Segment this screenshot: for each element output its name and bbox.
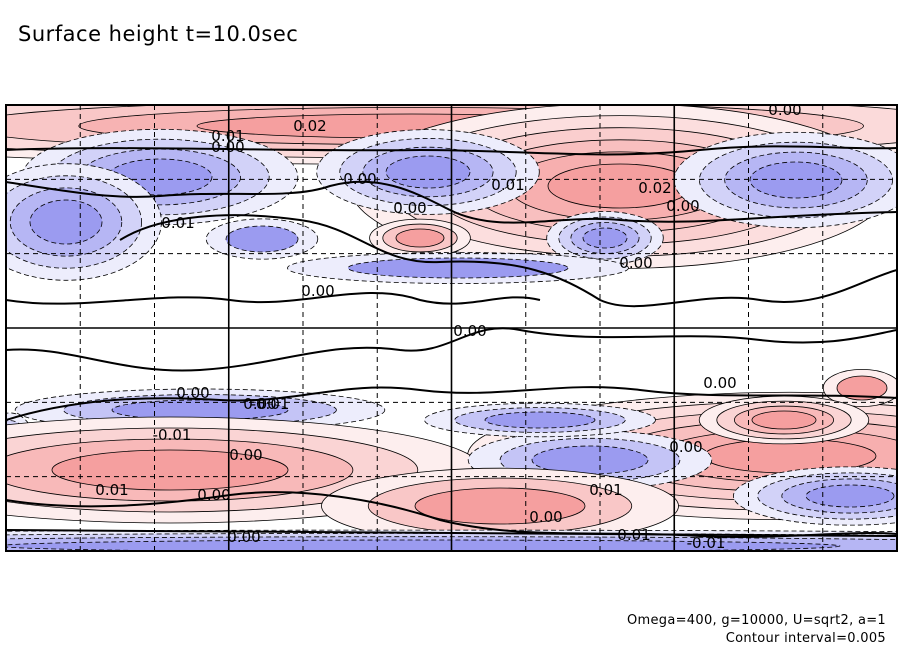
- contour-label: 0.00: [211, 138, 244, 156]
- contour-label: 0.00: [393, 199, 426, 217]
- negative-anomaly: [733, 466, 897, 526]
- negative-anomaly: [205, 218, 319, 260]
- contour-level: [395, 228, 445, 248]
- negative-anomaly: [287, 252, 629, 284]
- contour-label: 0.00: [703, 374, 736, 392]
- contour-label: 0.00: [176, 384, 209, 402]
- zero-contour-line: [6, 291, 541, 305]
- positive-anomaly: [369, 218, 471, 258]
- contour-label: 0.01: [617, 526, 650, 544]
- contour-label: -0.01: [153, 426, 192, 444]
- contour-level: [805, 484, 895, 508]
- contour-label: 0.00: [619, 254, 652, 272]
- zero-contour-layer: [6, 145, 897, 538]
- contour-label: 0.00: [343, 170, 376, 188]
- contour-label: 0.00: [229, 446, 262, 464]
- zero-contour-line: [6, 529, 897, 537]
- positive-anomaly: [698, 395, 870, 445]
- contour-label: 0.00: [453, 322, 486, 340]
- contour-label: -0.01: [687, 534, 726, 552]
- contour-label: 0.00: [666, 197, 699, 215]
- contour-label: 0.01: [491, 176, 524, 194]
- contour-label: 0.00: [669, 438, 702, 456]
- contour-interval-note: Contour interval=0.005: [725, 631, 886, 646]
- plot-frame: [5, 104, 898, 552]
- zero-contour-line: [119, 214, 897, 308]
- contour-label: 0.00: [301, 282, 334, 300]
- chart-title: Surface height t=10.0sec: [18, 22, 299, 46]
- negative-anomaly: [6, 163, 162, 281]
- contour-label: 0.02: [638, 179, 671, 197]
- zero-contour-line: [6, 386, 897, 421]
- contour-level: [385, 155, 471, 189]
- contour-level: [225, 225, 299, 253]
- contour-level: [484, 411, 596, 429]
- contour-label: 0.01: [589, 481, 622, 499]
- contour-label: 0.01: [161, 214, 194, 232]
- contour-label: 0.00: [227, 528, 260, 546]
- contour-label: 0.00: [768, 101, 801, 119]
- contour-label: 0.00: [197, 486, 230, 504]
- contour-label: 0.01: [95, 481, 128, 499]
- contour-label: 0.00: [529, 508, 562, 526]
- contour-level: [531, 445, 649, 475]
- contour-label-layer: 0.020.010.000.010.000.000.010.020.000.00…: [95, 101, 801, 552]
- contour-level: [751, 410, 817, 430]
- parameters-note: Omega=400, g=10000, U=sqrt2, a=1: [627, 613, 886, 628]
- contour-level: [414, 487, 586, 525]
- contour-level: [6, 539, 841, 551]
- contour-label: 0.02: [293, 117, 326, 135]
- contour-label: 0.00: [243, 395, 276, 413]
- contour-level: [582, 227, 628, 249]
- grid-layer: [6, 105, 897, 551]
- negative-anomaly: [673, 131, 897, 229]
- negative-anomaly: [546, 211, 664, 265]
- positive-anomaly: [321, 467, 679, 545]
- contour-level: [29, 199, 103, 245]
- contour-label: 0.01: [211, 127, 244, 145]
- contour-level: [347, 257, 569, 279]
- zero-contour-line: [6, 180, 897, 224]
- zero-contour-line: [6, 491, 897, 538]
- negative-anomaly: [424, 402, 656, 438]
- contour-level: [836, 375, 888, 401]
- contour-label: -0.01: [251, 395, 290, 413]
- zero-contour-line: [6, 145, 897, 156]
- contour-level: [749, 161, 843, 199]
